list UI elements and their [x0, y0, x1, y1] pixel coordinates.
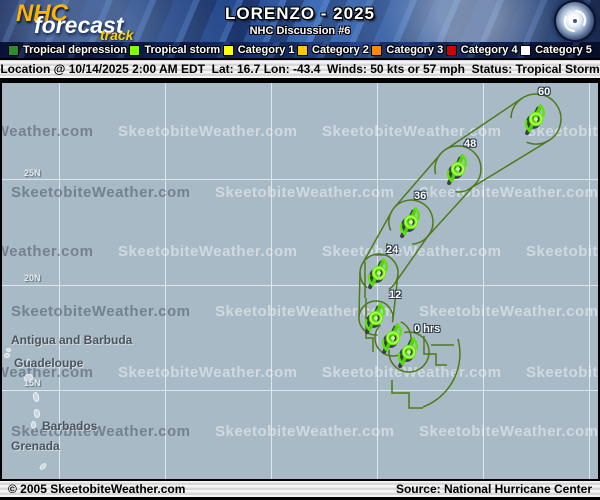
place-label: Barbados — [42, 419, 98, 433]
tropical-storm-icon — [524, 104, 546, 136]
logo-nhc: NHC — [16, 0, 68, 27]
forecast-hour-label: 0 hrs — [414, 323, 441, 335]
place-label: Guadeloupe — [14, 356, 84, 370]
source-text: Source: National Hurricane Center — [395, 482, 592, 496]
watermark-text: SkeetobiteWeather.com — [11, 423, 191, 440]
copyright-text: © 2005 SkeetobiteWeather.com — [8, 482, 186, 496]
legend-item-label: Category 1 — [237, 44, 295, 56]
watermark-text: SkeetobiteWeather.com — [118, 364, 298, 381]
legend-item: Category 1 — [222, 44, 295, 56]
legend-item: Category 5 — [520, 44, 592, 56]
storm-position-24h — [362, 256, 396, 290]
title-block: LORENZO - 2025 NHC Discussion #6 — [150, 0, 450, 42]
storm-position-60h — [519, 102, 553, 136]
legend-item: Tropical storm — [129, 44, 220, 56]
tropical-storm-icon — [446, 154, 468, 186]
watermark-text: SkeetobiteWeather.com — [0, 243, 94, 260]
advisory-subtitle: NHC Discussion #6 — [249, 25, 351, 37]
tropical-storm-icon — [399, 207, 421, 239]
intensity-legend: Tropical depression Tropical storm Categ… — [0, 42, 600, 58]
gridline-meridian — [589, 83, 590, 479]
storm-position-36h — [394, 205, 428, 239]
storm-position-0h — [392, 335, 426, 369]
tropical-storm-icon — [381, 323, 403, 355]
tropical-storm-icon — [397, 337, 419, 369]
latitude-label: 15N — [24, 378, 41, 388]
legend-item-label: Category 2 — [312, 44, 369, 56]
gridline-parallel — [2, 390, 598, 391]
hurricane-satellite-icon — [556, 2, 594, 40]
legend-color-swatch — [297, 44, 309, 56]
watermark-text: SkeetobiteWeather.com — [322, 123, 502, 140]
location-status-bar: Location @ 10/14/2025 2:00 AM EDT Lat: 1… — [0, 58, 600, 80]
watermark-text: SkeetobiteWeather.com — [526, 364, 600, 381]
legend-item-label: Tropical storm — [144, 44, 221, 56]
forecast-cone — [358, 93, 562, 409]
latitude-label: 25N — [24, 168, 41, 178]
legend-color-swatch — [129, 44, 141, 56]
island-barbuda — [6, 348, 11, 352]
watermark-text: SkeetobiteWeather.com — [526, 123, 600, 140]
watermark-text: SkeetobiteWeather.com — [11, 184, 191, 201]
gridline-meridian — [483, 83, 484, 479]
forecast-hour-label: 24 — [386, 244, 399, 256]
gridline-meridian — [165, 83, 166, 479]
logo-track: track — [100, 27, 134, 43]
gridline-meridian — [59, 83, 60, 479]
storm-position-48h — [441, 152, 475, 186]
footer-bar: © 2005 SkeetobiteWeather.com Source: Nat… — [0, 479, 600, 500]
forecast-hour-label: 48 — [464, 138, 477, 150]
island-antigua — [4, 353, 10, 358]
legend-item: Category 3 — [371, 44, 443, 56]
watermark-text: SkeetobiteWeather.com — [215, 184, 395, 201]
header-banner: NHC forecast track LORENZO - 2025 NHC Di… — [0, 0, 600, 43]
watermark-text: SkeetobiteWeather.com — [215, 423, 395, 440]
watermark-text: SkeetobiteWeather.com — [118, 123, 298, 140]
legend-color-swatch — [445, 44, 457, 56]
legend-item-label: Category 4 — [460, 44, 518, 56]
watermark-text: SkeetobiteWeather.com — [419, 423, 599, 440]
watermark-text: SkeetobiteWeather.com — [11, 303, 191, 320]
place-label: Grenada — [11, 439, 60, 453]
forecast-map: SkeetobiteWeather.com SkeetobiteWeather.c… — [0, 83, 600, 479]
legend-item-label: Category 3 — [386, 44, 444, 56]
legend-item: Tropical depression — [8, 44, 127, 56]
legend-color-swatch — [8, 44, 19, 56]
legend-item-label: Tropical depression — [23, 44, 127, 56]
watermark-text: SkeetobiteWeather.com — [118, 243, 298, 260]
storm-position-6h — [376, 321, 410, 355]
forecast-hour-label: 60 — [538, 86, 551, 98]
gridline-meridian — [271, 83, 272, 479]
map-top-border — [0, 80, 600, 83]
island-st-lucia — [31, 421, 36, 429]
legend-color-swatch — [520, 44, 532, 56]
watermark-text: SkeetobiteWeather.com — [419, 303, 599, 320]
forecast-hour-label: 12 — [389, 289, 402, 301]
gridline-parallel — [2, 179, 598, 180]
legend-color-swatch — [222, 44, 234, 56]
storm-title: LORENZO - 2025 — [224, 4, 376, 23]
tropical-storm-icon — [367, 258, 389, 290]
tropical-storm-icon — [364, 303, 386, 335]
watermark-text: SkeetobiteWeather.com — [526, 243, 600, 260]
watermark-text: SkeetobiteWeather.com — [215, 303, 395, 320]
legend-item: Category 2 — [297, 44, 369, 56]
latitude-label: 20N — [24, 273, 41, 283]
legend-color-swatch — [371, 44, 383, 56]
legend-item-label: Category 5 — [535, 44, 592, 56]
island-montserrat — [27, 359, 30, 362]
forecast-hour-label: 36 — [414, 190, 427, 202]
watermark-text: SkeetobiteWeather.com — [0, 123, 94, 140]
nhc-forecast-track-logo: NHC forecast track — [14, 0, 174, 43]
logo-forecast: forecast — [34, 12, 124, 38]
location-status-text: Location @ 10/14/2025 2:00 AM EDT Lat: 1… — [0, 62, 600, 76]
storm-position-12h — [359, 301, 393, 335]
place-label: Antigua and Barbuda — [11, 333, 133, 347]
gridline-parallel — [2, 285, 598, 286]
legend-item: Category 4 — [445, 44, 518, 56]
